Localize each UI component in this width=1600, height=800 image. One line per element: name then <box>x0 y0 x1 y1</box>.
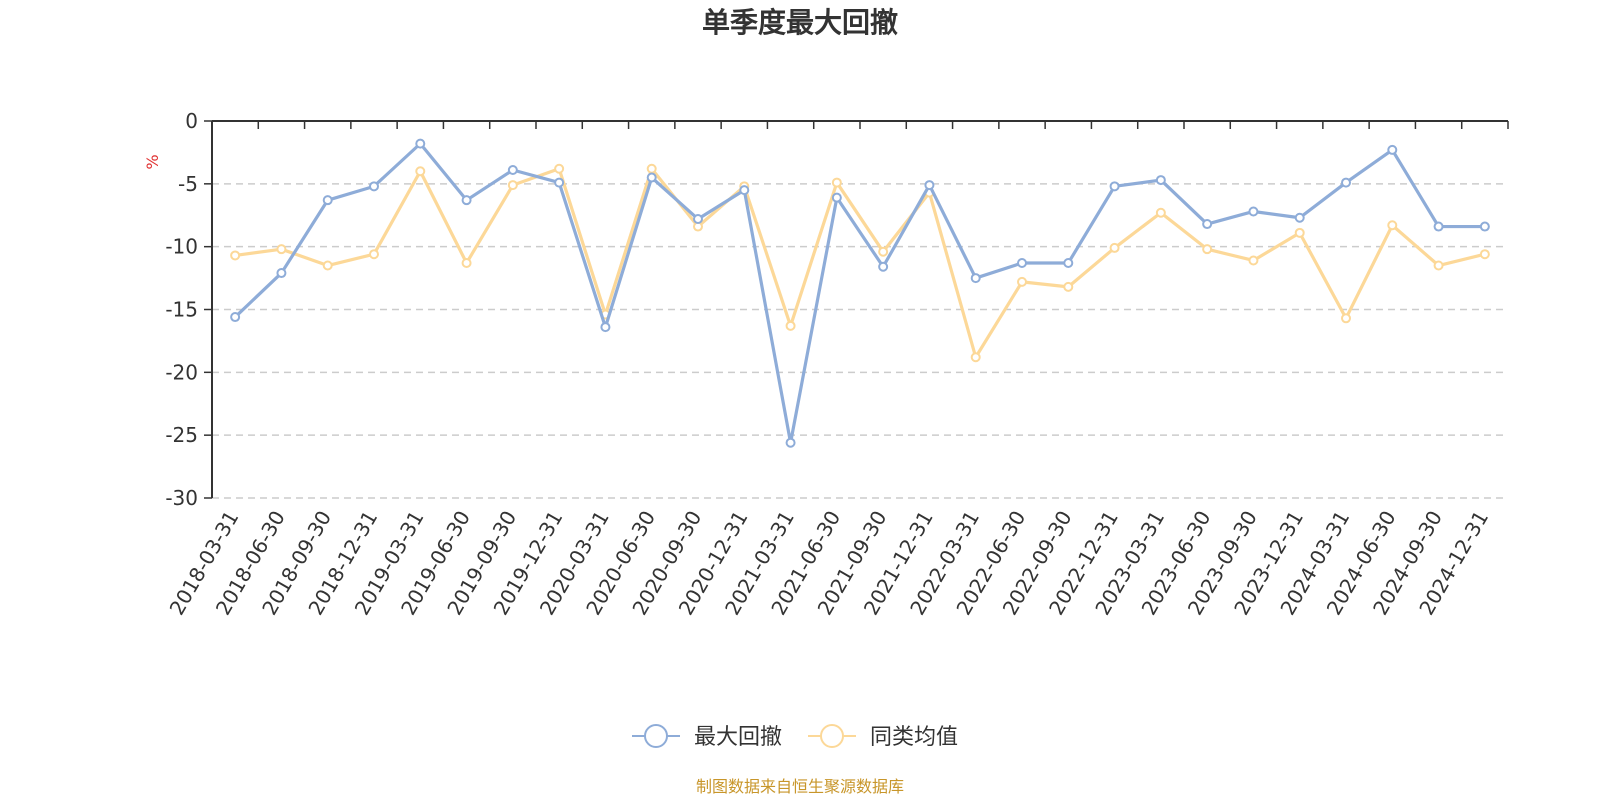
data-point[interactable] <box>1155 175 1166 186</box>
data-point[interactable] <box>1433 221 1444 232</box>
data-point[interactable] <box>739 185 750 196</box>
series-line <box>234 167 1486 359</box>
data-point[interactable] <box>1294 227 1305 238</box>
data-point[interactable] <box>276 268 287 279</box>
legend-label: 最大回撤 <box>694 725 782 750</box>
data-point[interactable] <box>369 181 379 192</box>
data-point[interactable] <box>415 166 426 177</box>
legend-marker-icon <box>820 724 844 748</box>
data-point[interactable] <box>1479 249 1490 260</box>
y-tick-label: -25 <box>165 423 198 447</box>
data-point[interactable] <box>507 180 518 191</box>
series-1 <box>230 138 1490 448</box>
data-point[interactable] <box>1248 206 1259 217</box>
data-point[interactable] <box>554 177 565 188</box>
y-tick-label: -5 <box>178 172 198 196</box>
data-point[interactable] <box>1479 221 1490 232</box>
data-point[interactable] <box>230 250 241 261</box>
data-point[interactable] <box>600 322 611 333</box>
data-point[interactable] <box>461 195 472 206</box>
data-point[interactable] <box>1063 258 1074 269</box>
legend-label: 同类均值 <box>870 725 958 750</box>
legend-item[interactable]: 同类均值 <box>808 724 958 750</box>
data-point[interactable] <box>646 163 657 174</box>
data-point[interactable] <box>924 180 935 191</box>
y-tick-label: 0 <box>185 109 198 133</box>
data-point[interactable] <box>1063 281 1074 292</box>
data-point[interactable] <box>230 312 241 323</box>
data-point[interactable] <box>878 246 889 257</box>
y-axis-unit: % <box>143 154 162 169</box>
data-point[interactable] <box>785 320 796 331</box>
data-point[interactable] <box>322 260 333 271</box>
data-point[interactable] <box>646 172 657 183</box>
y-tick-label: -10 <box>165 235 198 259</box>
y-tick-label: -20 <box>165 360 198 384</box>
data-point[interactable] <box>1202 219 1213 230</box>
data-point[interactable] <box>831 177 842 188</box>
y-tick-label: -15 <box>165 298 198 322</box>
data-point[interactable] <box>276 244 287 255</box>
data-point[interactable] <box>461 258 472 269</box>
x-tick-labels: 2018-03-312018-06-302018-09-302018-12-31… <box>165 507 1494 620</box>
data-point[interactable] <box>970 352 981 363</box>
y-tick-labels: 0 -5 -10 -15 -20 -25 -30 <box>165 109 198 510</box>
series-2 <box>230 163 1490 363</box>
data-source-note: 制图数据来自恒生聚源数据库 <box>696 777 904 796</box>
data-point[interactable] <box>369 249 379 260</box>
data-point[interactable] <box>1109 181 1120 192</box>
data-point[interactable] <box>1248 255 1259 266</box>
data-point[interactable] <box>831 192 842 203</box>
y-tick-label: -30 <box>165 486 198 510</box>
legend[interactable]: 最大回撤 同类均值 <box>632 724 958 750</box>
data-point[interactable] <box>693 214 703 225</box>
data-point[interactable] <box>878 261 889 272</box>
legend-item[interactable]: 最大回撤 <box>632 724 782 750</box>
data-point[interactable] <box>1341 177 1351 188</box>
data-point[interactable] <box>322 195 333 206</box>
chart-title: 单季度最大回撤 <box>702 6 898 39</box>
axes <box>204 120 1509 499</box>
data-point[interactable] <box>970 273 981 284</box>
data-point[interactable] <box>1341 313 1351 324</box>
data-point[interactable] <box>1109 242 1120 253</box>
data-point[interactable] <box>1017 276 1027 287</box>
legend-marker-icon <box>644 724 668 748</box>
data-point[interactable] <box>1294 212 1305 223</box>
data-point[interactable] <box>1017 258 1027 269</box>
data-point[interactable] <box>1387 220 1398 231</box>
data-point[interactable] <box>1387 144 1398 155</box>
series-lines <box>230 138 1490 448</box>
data-point[interactable] <box>415 138 426 149</box>
data-point[interactable] <box>1202 244 1213 255</box>
data-point[interactable] <box>1155 207 1166 218</box>
data-point[interactable] <box>554 163 565 174</box>
data-point[interactable] <box>1433 260 1444 271</box>
series-line <box>234 142 1485 445</box>
data-point[interactable] <box>785 437 796 448</box>
grid-lines <box>212 183 1508 499</box>
data-point[interactable] <box>507 165 518 176</box>
